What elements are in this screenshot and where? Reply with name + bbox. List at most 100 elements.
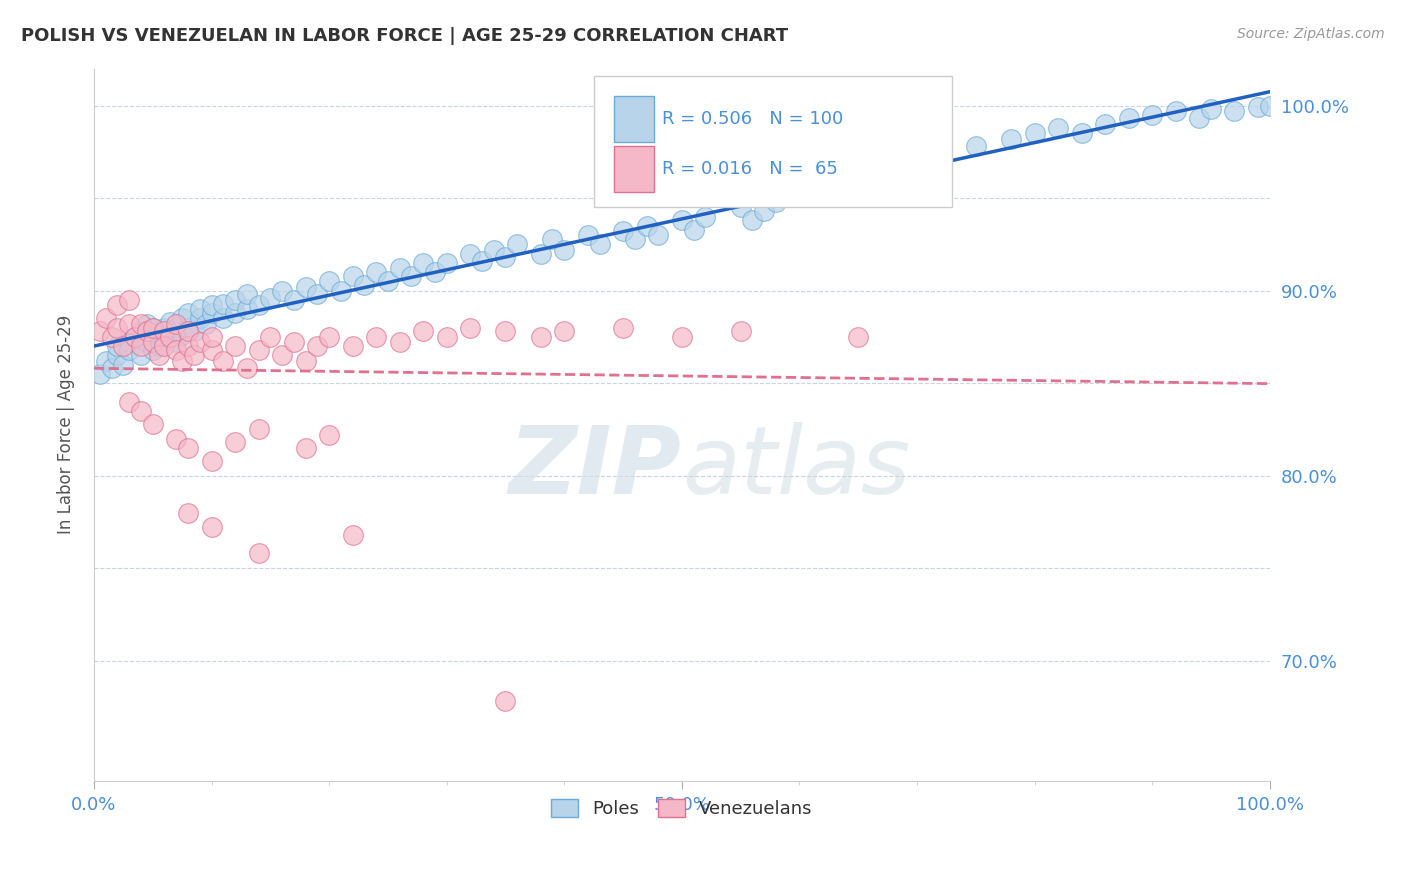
Point — [118, 335, 141, 350]
Point — [142, 343, 165, 357]
Point — [89, 367, 111, 381]
Point — [236, 302, 259, 317]
Point — [318, 428, 340, 442]
Point — [224, 306, 246, 320]
Point — [929, 150, 952, 164]
Point — [177, 306, 200, 320]
Point — [142, 320, 165, 334]
Point — [388, 335, 411, 350]
Point — [636, 219, 658, 233]
Point — [212, 354, 235, 368]
Point — [741, 213, 763, 227]
Point — [94, 354, 117, 368]
Point — [458, 246, 481, 260]
Point — [224, 339, 246, 353]
Point — [177, 324, 200, 338]
Point — [142, 417, 165, 431]
Point — [329, 284, 352, 298]
Point — [846, 169, 869, 183]
Point — [494, 250, 516, 264]
Point — [506, 237, 529, 252]
Point — [165, 343, 187, 357]
Point — [247, 546, 270, 560]
Point — [183, 348, 205, 362]
Point — [882, 163, 904, 178]
Point — [118, 343, 141, 357]
Point — [494, 694, 516, 708]
Point — [153, 320, 176, 334]
Point — [553, 243, 575, 257]
Point — [1094, 117, 1116, 131]
Y-axis label: In Labor Force | Age 25-29: In Labor Force | Age 25-29 — [58, 315, 75, 534]
FancyBboxPatch shape — [613, 146, 654, 192]
Point — [1070, 126, 1092, 140]
Point — [318, 330, 340, 344]
Point — [188, 302, 211, 317]
Point — [129, 317, 152, 331]
Point — [366, 265, 388, 279]
Point — [789, 187, 811, 202]
Point — [671, 330, 693, 344]
Point — [212, 296, 235, 310]
Point — [118, 317, 141, 331]
Point — [100, 330, 122, 344]
Point — [436, 330, 458, 344]
Point — [1140, 108, 1163, 122]
Point — [153, 339, 176, 353]
Point — [482, 243, 505, 257]
Point — [412, 256, 434, 270]
Point — [135, 317, 157, 331]
Point — [177, 506, 200, 520]
Point — [159, 315, 181, 329]
Point — [682, 222, 704, 236]
Point — [412, 324, 434, 338]
Point — [153, 334, 176, 348]
Point — [183, 324, 205, 338]
Point — [811, 176, 834, 190]
Point — [401, 268, 423, 283]
Text: ZIP: ZIP — [509, 422, 682, 514]
Text: POLISH VS VENEZUELAN IN LABOR FORCE | AGE 25-29 CORRELATION CHART: POLISH VS VENEZUELAN IN LABOR FORCE | AG… — [21, 27, 789, 45]
Point — [118, 394, 141, 409]
Point — [129, 339, 152, 353]
Point — [1164, 104, 1187, 119]
Point — [142, 335, 165, 350]
Point — [259, 330, 281, 344]
Point — [89, 324, 111, 338]
Point — [177, 339, 200, 353]
Point — [530, 246, 553, 260]
Text: Source: ZipAtlas.com: Source: ZipAtlas.com — [1237, 27, 1385, 41]
Point — [353, 278, 375, 293]
Point — [905, 158, 928, 172]
Point — [458, 320, 481, 334]
Point — [165, 335, 187, 350]
Point — [165, 317, 187, 331]
Point — [200, 520, 222, 534]
Point — [541, 232, 564, 246]
Point — [612, 224, 634, 238]
Point — [165, 432, 187, 446]
Point — [824, 182, 846, 196]
Point — [671, 213, 693, 227]
Point — [100, 361, 122, 376]
Point — [294, 354, 316, 368]
Point — [236, 287, 259, 301]
Point — [165, 320, 187, 334]
Point — [124, 330, 146, 344]
Point — [247, 422, 270, 436]
Point — [107, 348, 129, 362]
Point — [423, 265, 446, 279]
Point — [318, 274, 340, 288]
Point — [112, 339, 135, 353]
Point — [129, 348, 152, 362]
Text: R = 0.016   N =  65: R = 0.016 N = 65 — [662, 160, 838, 178]
Point — [148, 339, 170, 353]
Point — [846, 330, 869, 344]
Point — [307, 287, 329, 301]
Point — [752, 204, 775, 219]
Point — [153, 324, 176, 338]
Point — [366, 330, 388, 344]
Point — [107, 339, 129, 353]
Point — [271, 348, 294, 362]
Point — [294, 441, 316, 455]
